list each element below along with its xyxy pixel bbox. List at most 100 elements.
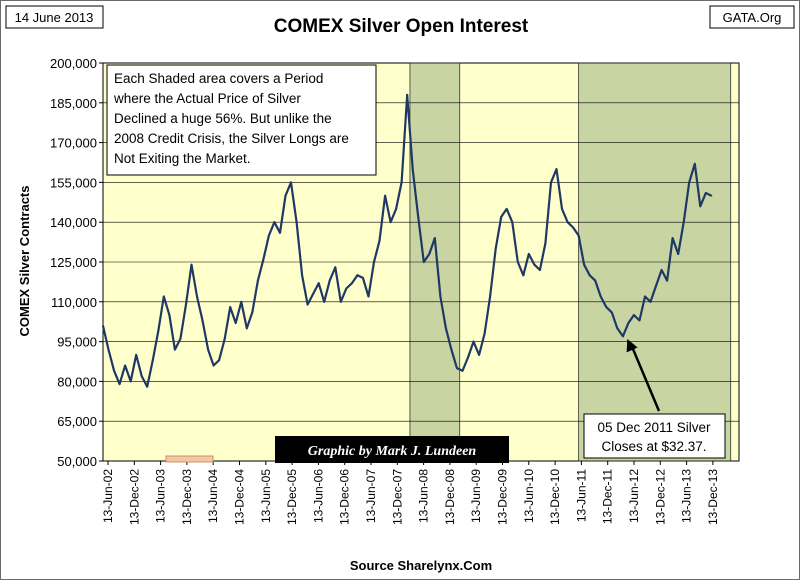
x-tick-label: 13-Jun-04 xyxy=(206,469,220,523)
data-point xyxy=(262,258,265,261)
x-tick-label: 13-Dec-13 xyxy=(706,469,720,525)
data-point xyxy=(456,367,458,370)
x-axis: 13-Jun-02 13-Dec-02 13-Jun-03 13-Dec-03 13-J… xyxy=(101,461,720,525)
data-point xyxy=(533,263,536,266)
data-point xyxy=(439,295,442,298)
credit-banner: Graphic by Mark J. Lundeen xyxy=(275,436,509,463)
arrow-shaft xyxy=(630,344,661,412)
data-point xyxy=(229,306,232,309)
data-point xyxy=(185,303,187,306)
data-point xyxy=(395,208,398,210)
data-point xyxy=(146,385,149,388)
data-point xyxy=(610,311,613,314)
y-tick-label: 200,000 xyxy=(50,56,97,71)
x-tick-label: 13-Jun-11 xyxy=(574,469,588,522)
data-point xyxy=(616,327,619,330)
bottom-swatch xyxy=(165,455,214,463)
x-tick-label: 13-Jun-06 xyxy=(311,469,325,523)
x-tick-label: 13-Dec-09 xyxy=(496,469,510,525)
top-note-line-4: 2008 Credit Crisis, the Silver Longs are xyxy=(114,131,349,146)
date-box xyxy=(5,5,104,29)
data-point xyxy=(323,300,326,303)
data-point xyxy=(157,330,160,332)
data-point xyxy=(444,327,447,330)
data-point xyxy=(378,239,381,242)
data-point xyxy=(295,221,298,224)
data-point xyxy=(588,274,591,277)
y-tick-label: 140,000 xyxy=(50,215,97,230)
data-point xyxy=(234,322,237,324)
data-point xyxy=(350,282,353,285)
y-axis-label: COMEX Silver Contracts xyxy=(17,186,32,337)
data-point xyxy=(682,221,685,224)
y-tick-label: 80,000 xyxy=(57,374,97,389)
x-tick-label: 13-Jun-03 xyxy=(154,469,168,523)
data-point xyxy=(428,253,431,255)
data-point xyxy=(384,194,386,197)
data-point xyxy=(704,192,707,194)
x-tick-label: 13-Dec-06 xyxy=(338,469,352,525)
data-point xyxy=(638,319,641,322)
data-point xyxy=(245,327,248,330)
data-point xyxy=(605,306,608,309)
data-point xyxy=(494,247,497,250)
data-point xyxy=(118,383,121,385)
y-tick-label: 65,000 xyxy=(57,414,97,429)
data-point xyxy=(677,253,680,255)
dec-2011-note-line-1: 05 Dec 2011 Silver xyxy=(597,420,711,435)
data-point xyxy=(710,194,713,197)
data-point xyxy=(190,263,193,266)
x-tick-label: 13-Jun-02 xyxy=(101,469,115,523)
arrow-head xyxy=(626,338,638,353)
data-point xyxy=(550,181,552,184)
data-point xyxy=(373,261,375,263)
data-point xyxy=(179,338,182,340)
data-point xyxy=(256,279,259,282)
data-point xyxy=(660,269,663,271)
data-point xyxy=(467,356,469,359)
data-point xyxy=(671,237,674,240)
x-tick-label: 13-Jun-05 xyxy=(259,469,273,523)
top-note-line-2: where the Actual Price of Silver xyxy=(113,91,301,106)
data-point xyxy=(516,261,519,263)
data-point xyxy=(483,332,486,335)
data-point xyxy=(207,348,209,351)
x-tick-label: 13-Jun-08 xyxy=(417,469,431,523)
data-point xyxy=(151,359,154,362)
data-point xyxy=(633,314,635,316)
y-tick-label: 110,000 xyxy=(51,295,97,310)
data-point xyxy=(339,300,342,303)
chart-title: COMEX Silver Open Interest xyxy=(274,16,529,37)
data-point xyxy=(212,364,215,367)
x-axis-label: Source Sharelynx.Com xyxy=(350,558,492,573)
source-site-label: GATA.Org xyxy=(723,10,782,25)
data-point xyxy=(317,282,320,285)
data-point xyxy=(102,324,104,327)
data-point xyxy=(223,338,226,340)
data-point xyxy=(173,348,176,351)
x-tick-label: 13-Dec-02 xyxy=(127,469,141,525)
data-point xyxy=(201,319,204,322)
data-point xyxy=(411,168,414,171)
data-point xyxy=(572,226,574,229)
data-point xyxy=(489,295,492,298)
y-tick-label: 185,000 xyxy=(50,96,97,111)
data-point xyxy=(345,287,348,290)
x-tick-label: 13-Dec-03 xyxy=(180,469,194,525)
data-point xyxy=(406,93,409,96)
top-note: Each Shaded area covers a Period where t… xyxy=(106,64,377,176)
x-tick-label: 13-Dec-04 xyxy=(233,469,247,525)
data-point xyxy=(113,369,115,372)
data-point xyxy=(334,266,337,269)
data-point xyxy=(527,253,530,255)
data-point xyxy=(561,208,563,210)
data-point xyxy=(273,221,276,224)
data-point xyxy=(129,380,132,383)
data-point xyxy=(251,311,254,314)
data-point xyxy=(284,194,287,197)
data-point xyxy=(168,314,171,316)
source-box xyxy=(709,5,795,29)
data-point xyxy=(306,303,309,306)
